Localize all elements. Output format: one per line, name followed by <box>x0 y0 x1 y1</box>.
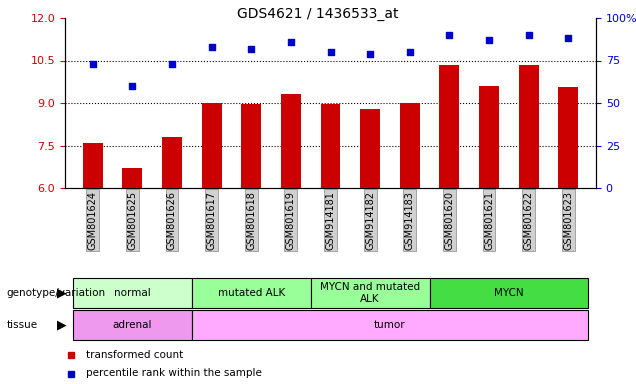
Bar <box>360 109 380 188</box>
Bar <box>162 137 182 188</box>
FancyBboxPatch shape <box>311 278 429 308</box>
Bar <box>400 103 420 188</box>
Point <box>167 61 177 67</box>
FancyBboxPatch shape <box>73 310 192 340</box>
Text: MYCN: MYCN <box>494 288 523 298</box>
Text: genotype/variation: genotype/variation <box>6 288 106 298</box>
Text: mutated ALK: mutated ALK <box>218 288 285 298</box>
Text: tissue: tissue <box>6 320 38 330</box>
Text: adrenal: adrenal <box>113 320 152 330</box>
Bar <box>123 168 142 188</box>
Bar <box>241 104 261 188</box>
Text: percentile rank within the sample: percentile rank within the sample <box>86 369 261 379</box>
Point <box>563 35 573 41</box>
Bar <box>321 104 340 188</box>
Text: transformed count: transformed count <box>86 349 183 359</box>
FancyBboxPatch shape <box>73 278 192 308</box>
FancyBboxPatch shape <box>192 278 311 308</box>
Point <box>365 51 375 57</box>
Point <box>286 39 296 45</box>
Point <box>246 46 256 52</box>
Text: normal: normal <box>114 288 151 298</box>
Text: ▶: ▶ <box>57 318 67 331</box>
Bar <box>202 103 221 188</box>
Bar <box>281 94 301 188</box>
Point <box>523 32 534 38</box>
Point <box>326 49 336 55</box>
Text: GDS4621 / 1436533_at: GDS4621 / 1436533_at <box>237 7 399 21</box>
Point <box>445 32 455 38</box>
Text: tumor: tumor <box>374 320 406 330</box>
Text: ▶: ▶ <box>57 286 67 300</box>
Bar <box>519 65 539 188</box>
Bar <box>439 65 459 188</box>
Text: MYCN and mutated
ALK: MYCN and mutated ALK <box>320 282 420 304</box>
Point <box>484 37 494 43</box>
FancyBboxPatch shape <box>192 310 588 340</box>
Bar <box>83 143 102 188</box>
Point <box>207 44 217 50</box>
Bar <box>558 88 578 188</box>
FancyBboxPatch shape <box>429 278 588 308</box>
Point <box>127 83 137 89</box>
Point <box>404 49 415 55</box>
Point <box>88 61 98 67</box>
Bar <box>479 86 499 188</box>
